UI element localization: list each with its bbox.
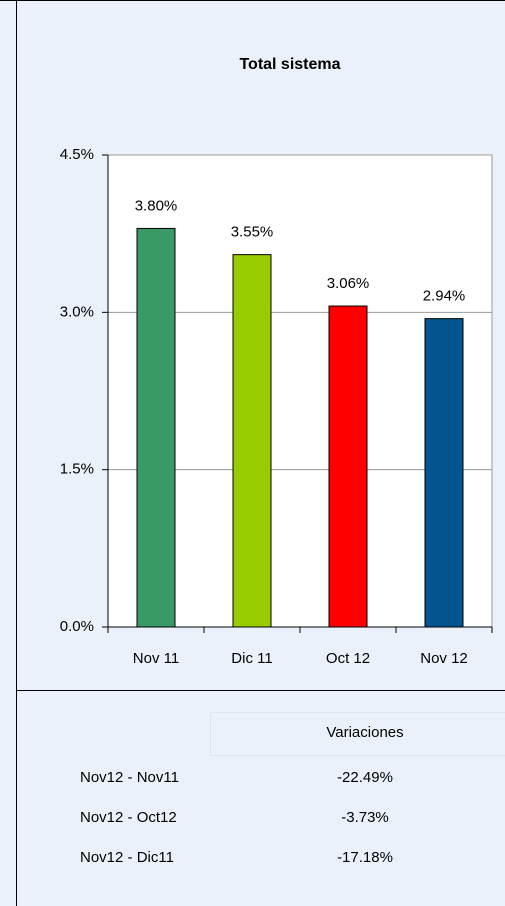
row-label: Nov12 - Nov11 xyxy=(80,769,179,786)
y-tick-label: 0.0% xyxy=(60,618,94,635)
data-label: 2.94% xyxy=(423,288,466,305)
bar xyxy=(328,305,368,628)
row-value: -3.73% xyxy=(341,809,389,826)
x-tick-label: Nov 11 xyxy=(133,650,179,667)
data-label: 3.55% xyxy=(231,224,274,241)
y-tick-label: 4.5% xyxy=(60,146,94,163)
row-label: Nov12 - Dic11 xyxy=(80,849,174,866)
data-label: 3.06% xyxy=(327,275,370,292)
x-tick-label: Oct 12 xyxy=(326,650,370,667)
x-tick-label: Dic 11 xyxy=(231,650,272,667)
row-value: -17.18% xyxy=(337,849,393,866)
row-value: -22.49% xyxy=(337,769,393,786)
bar xyxy=(232,254,272,628)
chart-title: Total sistema xyxy=(239,56,340,73)
bar xyxy=(136,227,176,628)
y-tick-label: 1.5% xyxy=(60,461,94,478)
y-tick-label: 3.0% xyxy=(60,303,94,320)
table-header: Variaciones xyxy=(326,724,403,741)
bar xyxy=(424,318,464,628)
row-label: Nov12 - Oct12 xyxy=(80,809,177,826)
data-label: 3.80% xyxy=(135,197,178,214)
x-tick-label: Nov 12 xyxy=(420,650,468,667)
